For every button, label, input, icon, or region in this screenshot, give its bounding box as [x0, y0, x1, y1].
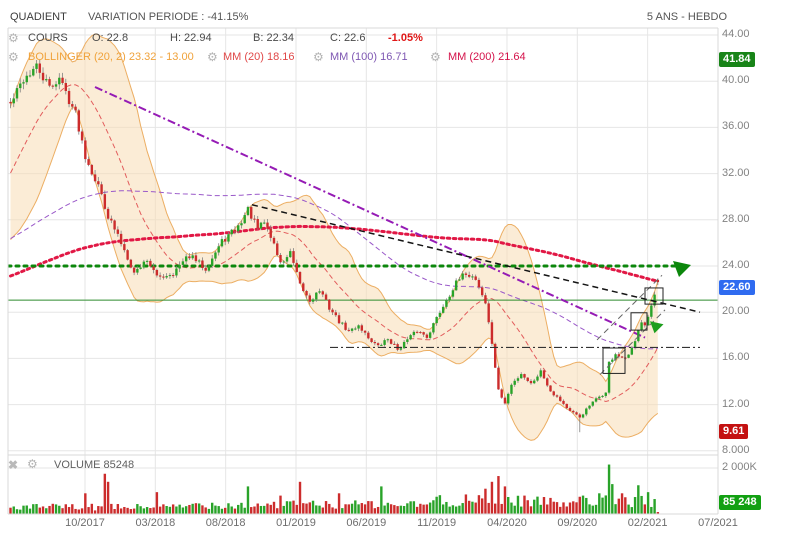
indicator-settings-gear-icon[interactable]: ⚙ — [313, 50, 324, 64]
price-tick-label: 8.000 — [722, 443, 750, 456]
volume-bars — [9, 464, 660, 514]
price-badge: 41.84 — [719, 51, 755, 67]
indicator-legend-mm: MM (200) 21.64 — [448, 51, 526, 63]
price-badge: 9.61 — [719, 424, 749, 440]
candles — [9, 59, 660, 433]
cours-change-percent: -1.05% — [388, 32, 423, 44]
indicator-legend-bollinger: BOLLINGER (20, 2) 23.32 - 13.00 — [28, 51, 194, 63]
indicator-settings-gear-icon[interactable]: ⚙ — [8, 50, 19, 64]
x-axis-tick-label: 04/2020 — [487, 517, 527, 529]
price-pane — [8, 33, 718, 441]
annotation-box[interactable] — [630, 312, 648, 331]
indicator-settings-gear-icon[interactable]: ⚙ — [207, 50, 218, 64]
price-tick-label: 28.00 — [722, 212, 750, 225]
price-badge: 22.60 — [719, 280, 755, 296]
price-tick-label: 16.00 — [722, 351, 750, 364]
cours-label: COURS — [28, 32, 68, 44]
timeframe-label[interactable]: 5 ANS - HEBDO — [646, 11, 727, 23]
cours-close: C: 22.6 — [330, 32, 366, 44]
volume-close-icon[interactable]: ✖ — [8, 458, 19, 472]
volume-panel-title: VOLUME 85248 — [54, 459, 135, 471]
x-axis-tick-label: 07/2021 — [698, 517, 738, 529]
trendline[interactable] — [94, 86, 646, 339]
trendline[interactable] — [251, 204, 701, 313]
cours-low: B: 22.34 — [253, 32, 294, 44]
instrument-symbol: QUADIENT — [10, 11, 67, 23]
mm20-line — [10, 83, 659, 403]
indicator-legend-mm: MM (20) 18.16 — [223, 51, 295, 63]
trendline[interactable] — [596, 274, 663, 341]
flag-triangle-marker[interactable] — [673, 261, 691, 277]
price-tick-label: 32.00 — [722, 166, 750, 179]
flag-triangle-marker[interactable] — [650, 321, 664, 334]
cours-high: H: 22.94 — [170, 32, 212, 44]
price-tick-label: 24.00 — [722, 259, 750, 271]
cours-open: O: 22.8 — [92, 32, 129, 44]
bollinger-lower — [10, 106, 659, 441]
volume-tick-label: 2 000K — [722, 461, 757, 473]
price-tick-label: 40.00 — [722, 74, 750, 87]
trendline[interactable] — [599, 309, 666, 375]
indicator-settings-gear-icon[interactable]: ⚙ — [430, 50, 441, 64]
x-axis-tick-label: 09/2020 — [557, 517, 598, 529]
x-axis-tick-label: 06/2019 — [346, 517, 387, 529]
price-tick-label: 12.00 — [722, 397, 750, 410]
mm200-line — [9, 224, 660, 283]
price-badge: 85 248 — [719, 495, 761, 510]
cours-settings-gear-icon[interactable]: ⚙ — [8, 31, 19, 45]
annotation-box[interactable] — [602, 347, 626, 374]
indicator-legend-mm: MM (100) 16.71 — [330, 51, 408, 63]
annotation-box[interactable] — [644, 287, 664, 305]
x-axis-tick-label: 10/2017 — [65, 517, 105, 529]
x-axis-tick-label: 08/2018 — [205, 517, 246, 529]
mm100-line — [10, 190, 658, 350]
x-axis-tick-label: 01/2019 — [276, 517, 316, 529]
volume-settings-gear-icon[interactable]: ⚙ — [27, 457, 38, 471]
x-axis-tick-label: 03/2018 — [135, 517, 176, 529]
price-tick-label: 44.00 — [722, 28, 750, 40]
price-tick-label: 36.00 — [722, 120, 750, 133]
bollinger-upper — [10, 33, 659, 383]
period-variation: VARIATION PERIODE : -41.15% — [88, 11, 249, 23]
price-tick-label: 20.00 — [722, 305, 750, 318]
x-axis-tick-label: 02/2021 — [627, 517, 668, 529]
x-axis-tick-label: 11/2019 — [417, 517, 457, 529]
